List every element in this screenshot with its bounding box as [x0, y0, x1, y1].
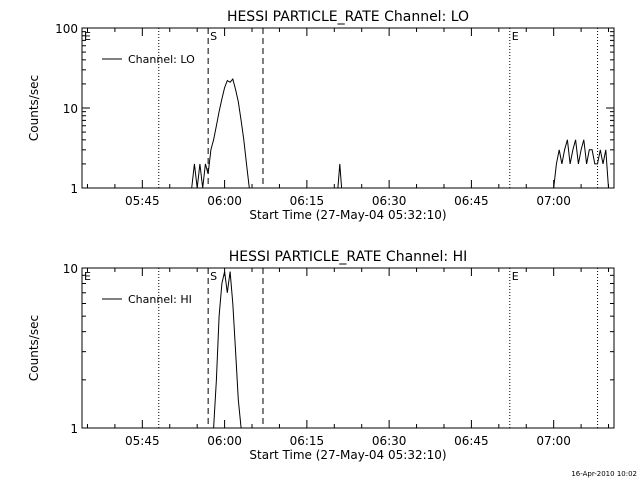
panel2-title: HESSI PARTICLE_RATE Channel: HI [229, 249, 467, 265]
panel1-x-tick-label: 06:15 [290, 194, 325, 208]
panel2-x-tick-label: 06:30 [372, 434, 407, 448]
panel2-x-tick-label: 05:45 [125, 434, 160, 448]
panel1-marker-label: E [84, 30, 91, 43]
panel1-plot-frame [81, 27, 615, 189]
panel1-y-tick-label: 10 [63, 102, 78, 116]
panel2-y-axis-label: Counts/sec [27, 315, 41, 381]
plot-timestamp: 16-Apr-2010 10:02 [571, 470, 637, 478]
panel2-series-line [213, 271, 242, 429]
panel2-legend-label: Channel: HI [128, 293, 192, 306]
panel2-y-tick-label: 1 [70, 422, 78, 436]
panel1-x-tick-label: 06:30 [372, 194, 407, 208]
panel1-x-tick-label: 06:45 [454, 194, 489, 208]
panel1-x-tick-label: 07:00 [536, 194, 571, 208]
panel1-series-line [191, 78, 609, 189]
panel2-marker-label: E [512, 270, 519, 283]
panel1-x-axis-label: Start Time (27-May-04 05:32:10) [249, 208, 446, 222]
panel2-x-tick-label: 06:45 [454, 434, 489, 448]
panel2-x-axis-label: Start Time (27-May-04 05:32:10) [249, 448, 446, 462]
panel2-x-tick-label: 07:00 [536, 434, 571, 448]
panel1-marker-label: E [512, 30, 519, 43]
panel1-x-tick-label: 05:45 [125, 194, 160, 208]
panel1-title: HESSI PARTICLE_RATE Channel: LO [227, 9, 469, 25]
panel2-x-tick-label: 06:15 [290, 434, 325, 448]
panel2-marker-label: E [84, 270, 91, 283]
panel2-plot-frame [81, 267, 615, 429]
panel2-y-tick-label: 10 [63, 262, 78, 276]
panel1-marker-label: S [210, 30, 217, 43]
panel1-y-tick-label: 100 [55, 22, 78, 36]
panel1-legend-label: Channel: LO [128, 53, 195, 66]
panel2-x-tick-label: 06:00 [207, 434, 242, 448]
panel1-x-tick-label: 06:00 [207, 194, 242, 208]
panel1-y-tick-label: 1 [70, 182, 78, 196]
panel1-y-axis-label: Counts/sec [27, 75, 41, 141]
panel2-marker-label: S [210, 270, 217, 283]
